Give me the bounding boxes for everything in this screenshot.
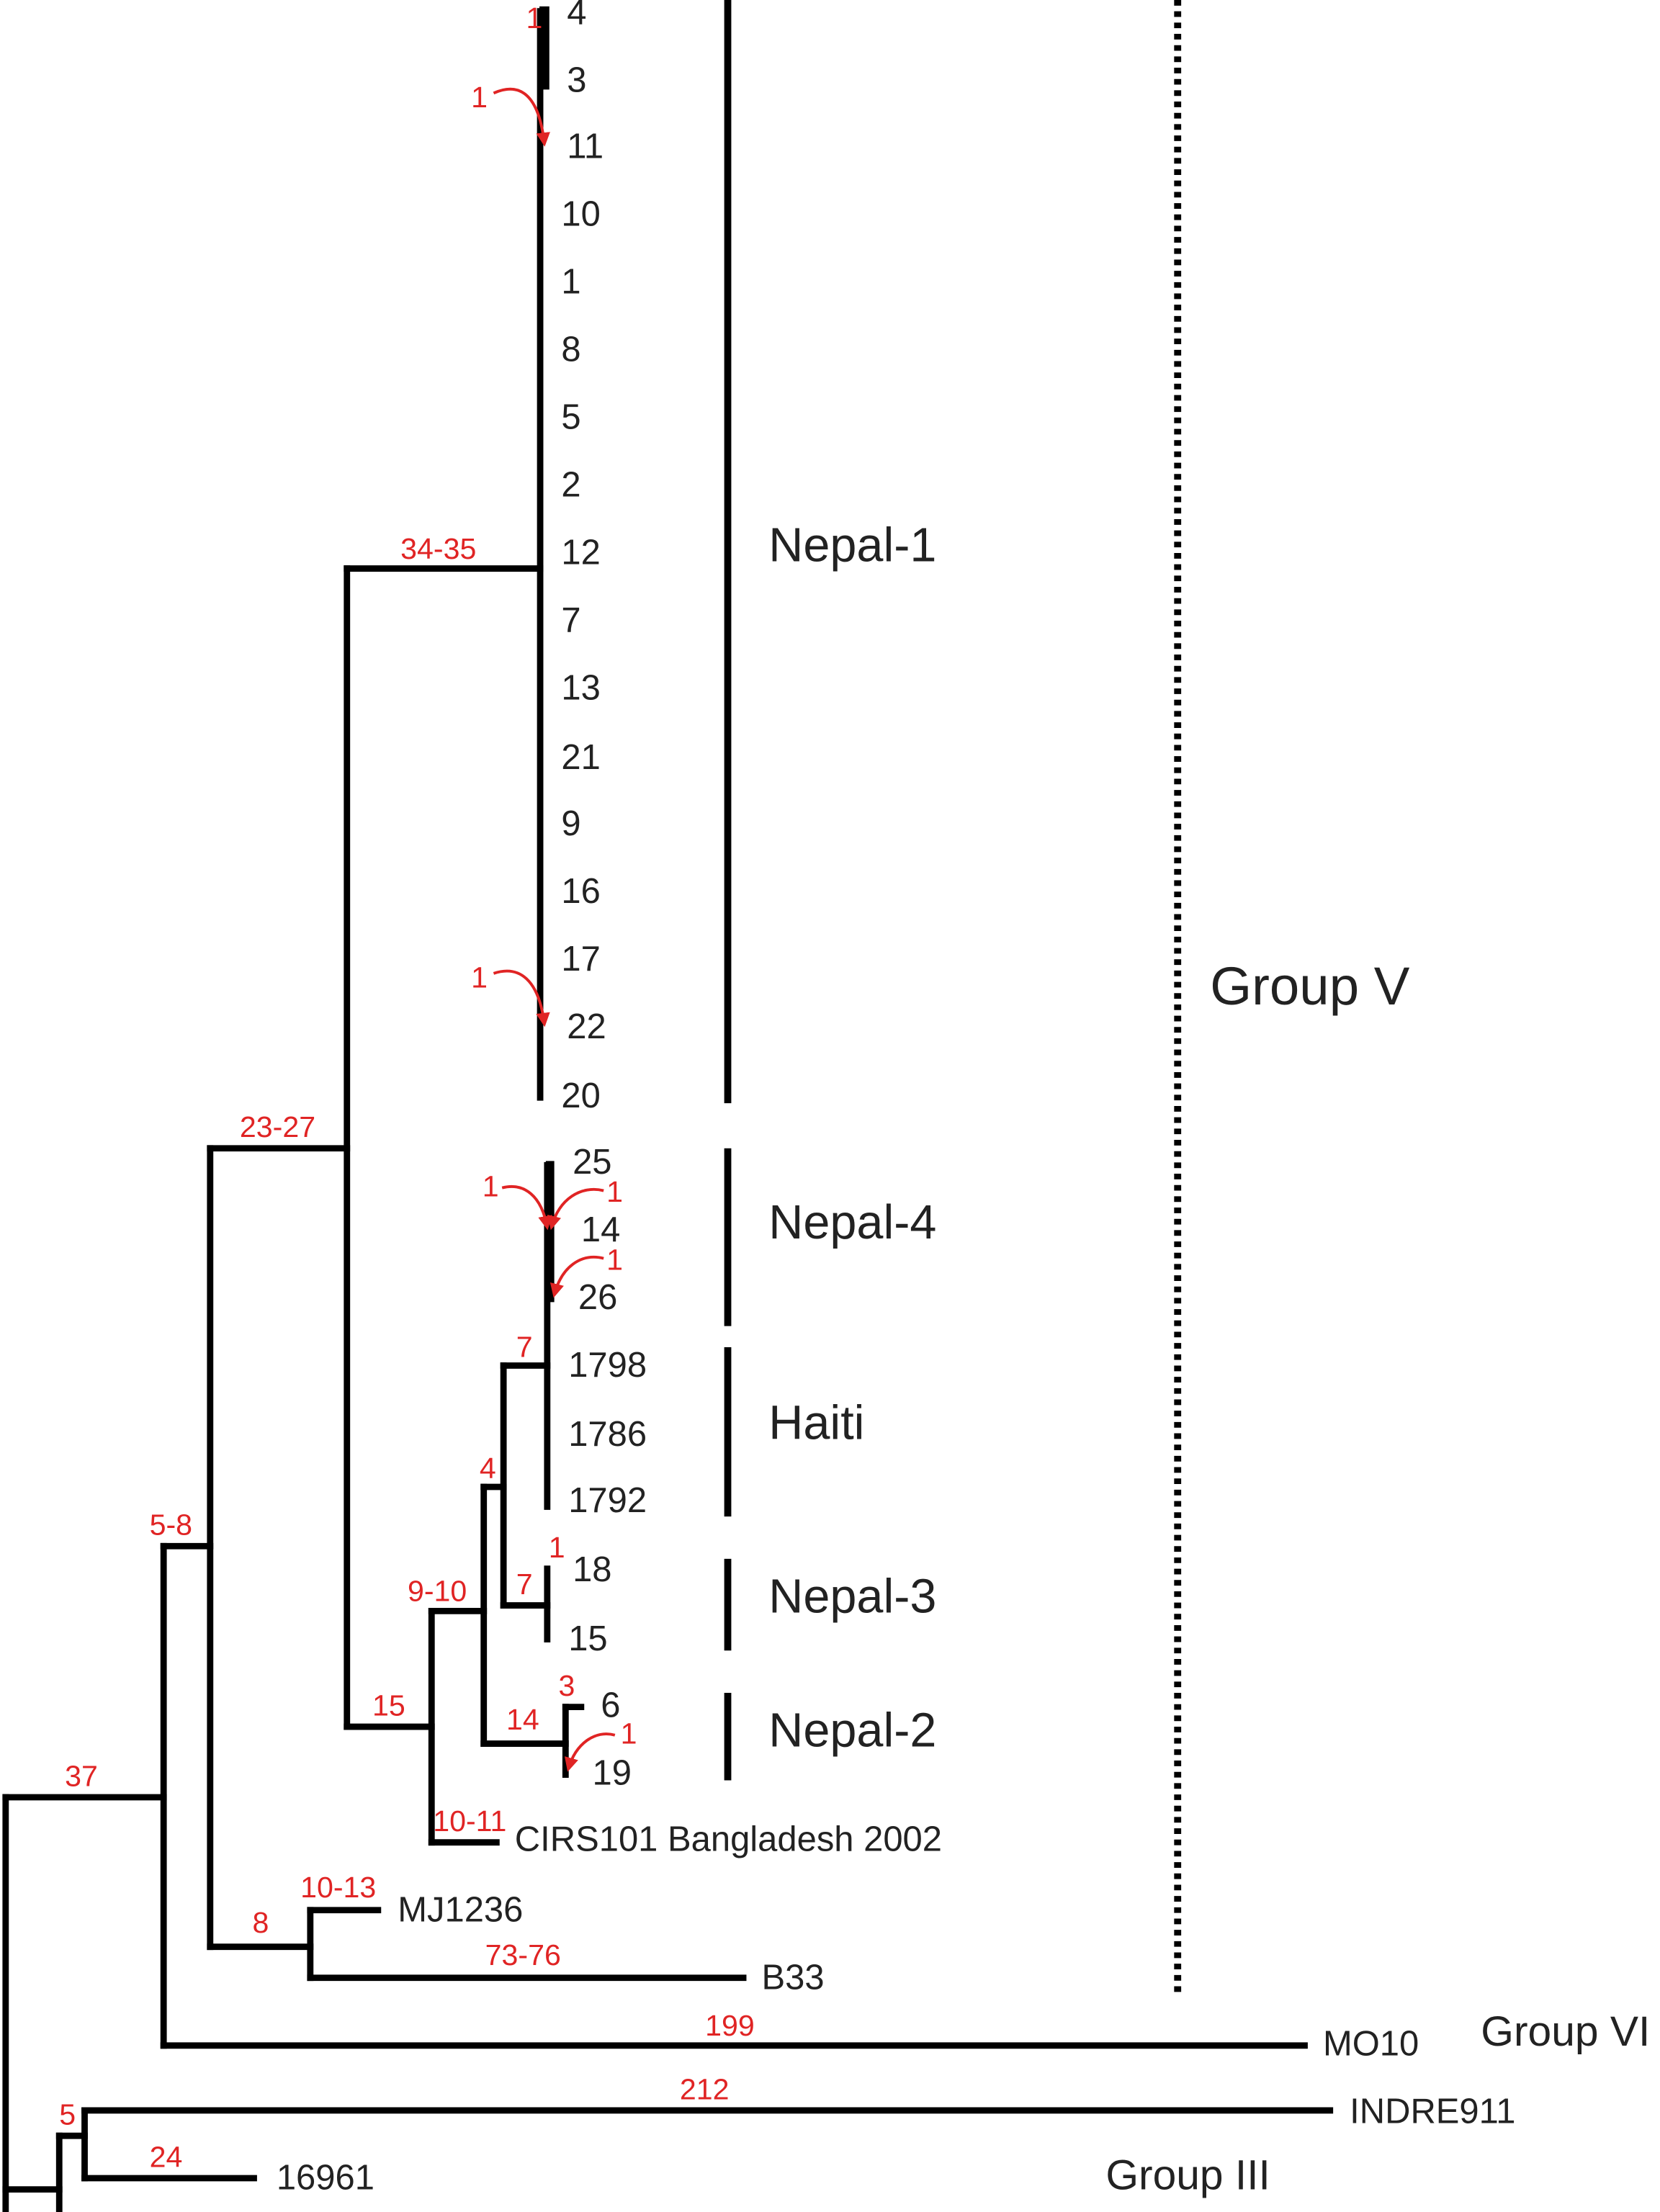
branch-label: 9-10 [408,1575,467,1608]
tip-label: 16961 [277,2159,374,2198]
group-label-vi: Group VI [1481,2008,1650,2055]
tip-label: B33 [762,1958,825,1997]
tip-label: MJ1236 [398,1890,523,1929]
tip-label: 20 [561,1076,600,1115]
branch-label: 3 [559,1669,575,1702]
branch-label: 1 [471,961,488,994]
arrow-icon [493,969,550,1028]
tip-label: 2 [561,466,580,505]
clade-bars [724,0,1182,1995]
mutation-arrows [493,87,616,1772]
branch-annotations: 34-35 23-27 5-8 37 7 4 7 1 9-10 14 3 1 1… [59,1,755,2173]
clade-label-nepal4: Nepal-4 [768,1196,936,1249]
tip-label: MO10 [1323,2025,1419,2064]
group-label-iii: Group III [1105,2152,1270,2199]
branch-label: 10-11 [433,1804,506,1838]
tip-label: INDRE911 [1350,2092,1515,2131]
tip-label: 10 [561,194,600,233]
branch-label: 1 [606,1243,623,1276]
branch-label: 1 [621,1717,637,1750]
branch-label: 212 [680,2072,730,2105]
clade-label-haiti: Haiti [768,1396,864,1449]
branch-label: 1 [606,1175,623,1208]
tip-label: 1792 [568,1481,647,1520]
tip-label: 7 [561,601,580,640]
tip-label: 9 [561,804,580,843]
arrow-icon [549,1256,604,1298]
branch-label: 5 [59,2098,76,2131]
arrow-icon [493,87,550,147]
tip-label: 16 [561,872,600,911]
branch-label: 7 [516,1568,533,1601]
branch-label: 1 [471,81,488,114]
tip-label: 12 [561,534,600,572]
tip-label: 21 [561,738,600,777]
branch-label: 1 [549,1531,565,1564]
branch-label: 1 [526,1,542,35]
branch-label: 4 [480,1452,496,1485]
branch-label: 8 [253,1906,269,1939]
branch-label: 10-13 [300,1871,376,1904]
branch-label: 14 [506,1703,539,1736]
tip-label: 17 [561,940,600,979]
branch-label: 199 [705,2009,755,2042]
tip-label: 26 [578,1278,617,1317]
tip-label: 14 [581,1210,620,1249]
tip-label: 3 [567,60,586,99]
arrow-icon [501,1185,552,1231]
arrow-icon [564,1732,616,1772]
tip-label: 19 [593,1753,632,1792]
branch-label: 24 [150,2140,183,2173]
tip-label: 8 [561,331,580,369]
tip-label: 1 [561,263,580,302]
tree-branches [2,6,1334,2212]
tip-label: 22 [567,1007,606,1046]
arrow-icon [547,1187,604,1231]
clade-label-nepal1: Nepal-1 [768,519,936,572]
branch-label: 1 [483,1169,499,1202]
tip-label: 6 [601,1686,620,1725]
branch-label: 37 [65,1759,98,1792]
branch-label: 7 [516,1331,533,1364]
tip-label: 5 [561,398,580,437]
branch-label: 5-8 [150,1509,192,1542]
tip-label: 13 [561,669,600,708]
branch-label: 15 [372,1689,405,1722]
tip-labels: 4 3 11 10 1 8 5 2 12 7 13 21 9 16 17 22 … [277,0,1516,2198]
clade-label-nepal3: Nepal-3 [768,1570,936,1623]
tip-label: 15 [568,1619,607,1658]
tip-label: 25 [573,1143,611,1182]
clade-label-nepal2: Nepal-2 [768,1704,936,1757]
clade-labels: Nepal-1 Nepal-4 Haiti Nepal-3 Nepal-2 Gr… [768,519,1650,2199]
tip-label: CIRS101 Bangladesh 2002 [515,1820,942,1858]
branch-label: 23-27 [240,1110,315,1143]
group-label-v: Group V [1210,956,1409,1016]
branch-label: 73-76 [485,1938,561,1972]
tip-label: 18 [573,1550,611,1589]
tip-label: 4 [567,0,586,32]
branch-label: 34-35 [400,532,476,565]
tip-label: 1798 [568,1346,647,1385]
tip-label: 1786 [568,1415,647,1454]
tip-label: 11 [567,127,604,166]
